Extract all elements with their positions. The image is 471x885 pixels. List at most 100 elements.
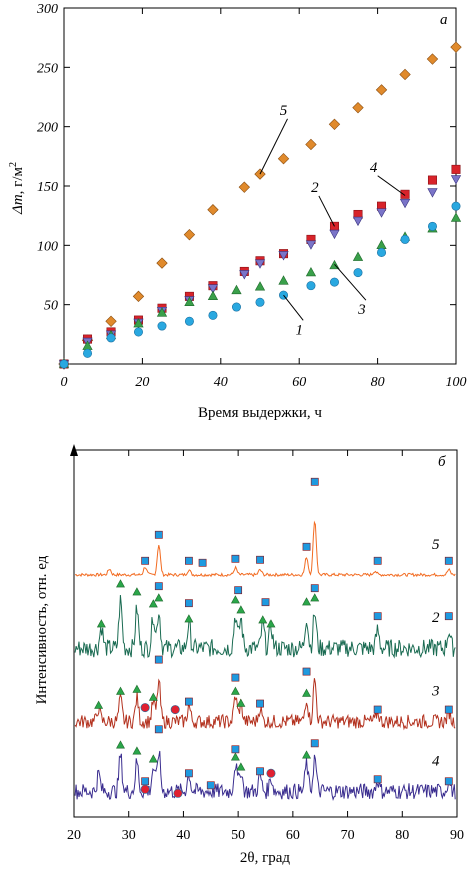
series-label-1: 1	[295, 322, 303, 338]
data-point-series-3	[156, 307, 168, 317]
data-point-series-4	[352, 216, 364, 227]
phase-marker-square	[310, 739, 319, 748]
data-point-series-3	[352, 251, 364, 261]
x-tick-label: 80	[371, 375, 385, 390]
panel-b: б 20 30 40 50 60 70 80 90 5 2 3 4 2θ, град Интенси…	[34, 444, 464, 866]
phase-marker-triangle	[94, 700, 104, 709]
diffraction-pattern-5	[75, 520, 456, 578]
data-point-series-1	[400, 234, 410, 244]
phase-marker-square	[231, 745, 240, 754]
phase-marker-triangle	[302, 597, 312, 606]
x-tick-label: 30	[122, 828, 136, 843]
data-point-series-5	[132, 290, 145, 303]
panel-a-label: a	[440, 12, 448, 28]
data-point-series-5	[426, 53, 439, 65]
data-point-series-2	[451, 164, 461, 174]
phase-marker-square	[198, 558, 207, 567]
y-tick-label: 100	[37, 239, 58, 254]
phase-marker-triangle	[96, 619, 106, 628]
annotation-leader-line	[283, 294, 304, 321]
data-point-series-3	[305, 266, 317, 277]
data-point-series-4	[329, 229, 340, 240]
phase-marker-square	[256, 555, 264, 564]
data-point-series-1	[83, 348, 93, 358]
phase-marker-triangle	[148, 754, 158, 763]
panel-b-series-labels: 5 2 3 4	[431, 537, 440, 770]
data-point-series-3	[231, 284, 242, 295]
data-point-series-1	[231, 302, 241, 312]
data-point-series-3	[254, 281, 266, 291]
panel-a: a 0 20 40 60 80 100 50 100 150 200 250 300 5 2 4 3 1 Вр…	[8, 2, 467, 421]
y-tick-label: 150	[37, 180, 58, 195]
phase-marker-square	[302, 667, 311, 676]
y-tick-label: 300	[36, 2, 58, 17]
panel-b-x-label: 2θ, град	[240, 850, 290, 866]
phase-marker-square	[373, 775, 382, 784]
data-point-series-3	[278, 275, 289, 285]
data-point-series-1	[353, 268, 363, 278]
phase-marker-circle	[140, 784, 150, 794]
phase-marker-square	[185, 697, 193, 706]
panel-b-label: б	[438, 454, 446, 470]
phase-marker-square	[444, 612, 453, 621]
diffraction-pattern-4	[74, 750, 456, 801]
panel-b-ticks: 20 30 40 50 60 70 80 90	[67, 450, 464, 843]
phase-marker-triangle	[116, 579, 125, 588]
phase-marker-triangle	[184, 614, 194, 623]
x-tick-label: 90	[450, 828, 464, 843]
panel-a-points	[58, 41, 462, 370]
phase-marker-square	[231, 673, 240, 682]
data-point-series-5	[105, 315, 117, 327]
annotation-leader-line	[318, 195, 335, 227]
phase-marker-circle	[173, 788, 183, 798]
phase-marker-triangle	[116, 740, 125, 749]
x-tick-label: 70	[341, 828, 355, 843]
phase-marker-triangle	[302, 688, 312, 697]
data-point-series-1	[306, 281, 316, 291]
phase-marker-triangle	[154, 593, 164, 602]
data-point-series-1	[208, 310, 218, 320]
x-tick-label: 20	[67, 828, 81, 843]
series-label-5: 5	[280, 103, 288, 119]
phase-marker-square	[310, 477, 319, 486]
y-tick-label: 250	[37, 61, 58, 76]
data-point-series-1	[157, 321, 167, 331]
phase-marker-triangle	[236, 698, 246, 707]
data-point-series-1	[377, 247, 387, 257]
x-tick-label: 60	[292, 375, 306, 390]
data-point-series-1	[255, 297, 265, 307]
phase-marker-triangle	[302, 750, 312, 759]
panel-b-frame	[73, 449, 458, 818]
annotation-leader-line	[259, 118, 288, 175]
data-point-series-5	[277, 153, 290, 165]
y-tick-label: 50	[44, 299, 58, 314]
phase-marker-circle	[266, 768, 276, 778]
data-point-series-5	[399, 68, 411, 81]
phase-marker-circle	[140, 703, 150, 713]
series-label-3: 3	[357, 302, 366, 318]
data-point-series-3	[450, 212, 462, 222]
data-point-series-5	[207, 204, 219, 216]
data-point-series-1	[451, 201, 461, 211]
phase-marker-square	[154, 582, 163, 591]
data-point-series-4	[239, 270, 250, 280]
phase-marker-square	[261, 598, 270, 607]
data-point-series-1	[329, 277, 339, 287]
panel-a-frame	[63, 7, 457, 365]
phase-marker-square	[154, 655, 163, 664]
phase-marker-square	[444, 556, 453, 565]
data-point-series-3	[133, 317, 144, 328]
data-point-series-5	[305, 138, 317, 151]
phase-marker-square	[185, 599, 193, 608]
data-point-series-4	[450, 175, 462, 185]
data-point-series-1	[59, 359, 69, 369]
phase-marker-triangle	[148, 599, 158, 608]
data-point-series-5	[450, 41, 462, 53]
phase-marker-triangle	[132, 587, 142, 596]
phase-marker-square	[444, 705, 453, 714]
data-point-series-2	[427, 175, 437, 185]
phase-marker-square	[206, 781, 215, 790]
y-tick-label: 200	[37, 121, 58, 136]
phase-marker-square	[185, 769, 193, 778]
panel-b-phase-markers	[94, 477, 453, 798]
